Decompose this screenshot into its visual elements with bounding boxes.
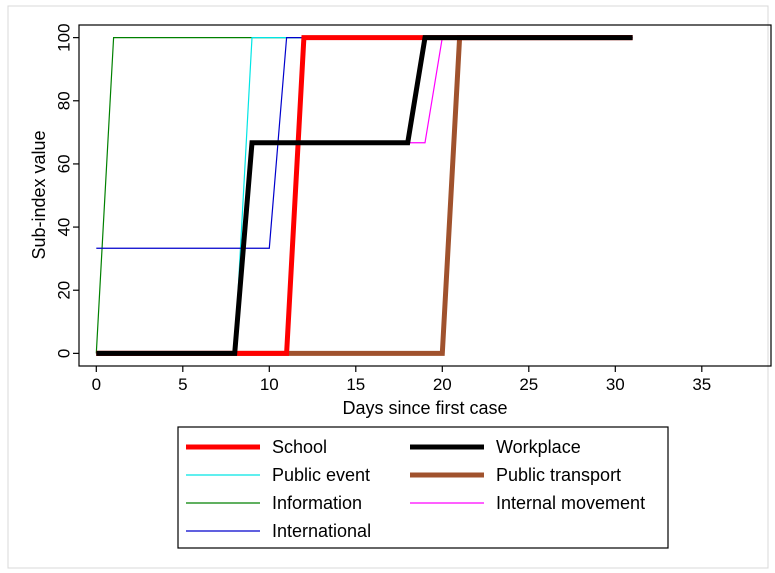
outer-frame (7, 5, 769, 569)
legend-label-information: Information (272, 493, 362, 513)
x-axis-title: Days since first case (342, 398, 507, 418)
legend-label-workplace: Workplace (496, 437, 581, 457)
legend-label-public-event: Public event (272, 465, 370, 485)
x-tick-label: 20 (433, 375, 452, 394)
legend-items: School Workplace Public event Public transp… (186, 437, 645, 541)
y-axis-title: Sub-index value (29, 130, 49, 259)
y-axis: 0 20 40 60 80 100 (54, 23, 79, 358)
legend-label-internal-movement: Internal movement (496, 493, 645, 513)
legend: School Workplace Public event Public transp… (177, 426, 669, 549)
x-tick-label: 5 (178, 375, 187, 394)
legend-label-school: School (272, 437, 327, 457)
series-lines (95, 35, 633, 356)
x-tick-label: 30 (606, 375, 625, 394)
x-axis: 0 5 10 15 20 25 30 35 (92, 366, 711, 394)
y-tick-label: 80 (54, 91, 73, 110)
plot-frame (78, 24, 772, 367)
y-tick-label: 100 (54, 23, 73, 51)
plot-area (78, 24, 772, 367)
y-tick-label: 20 (54, 281, 73, 300)
y-tick-label: 0 (54, 349, 73, 358)
series-line-workplace (96, 35, 633, 356)
legend-label-international: International (272, 521, 371, 541)
x-tick-label: 10 (260, 375, 279, 394)
x-tick-label: 35 (692, 375, 711, 394)
legend-label-public-transport: Public transport (496, 465, 621, 485)
y-tick-label: 60 (54, 154, 73, 173)
x-tick-label: 15 (346, 375, 365, 394)
x-tick-label: 0 (92, 375, 101, 394)
x-tick-label: 25 (519, 375, 538, 394)
y-tick-label: 40 (54, 218, 73, 237)
